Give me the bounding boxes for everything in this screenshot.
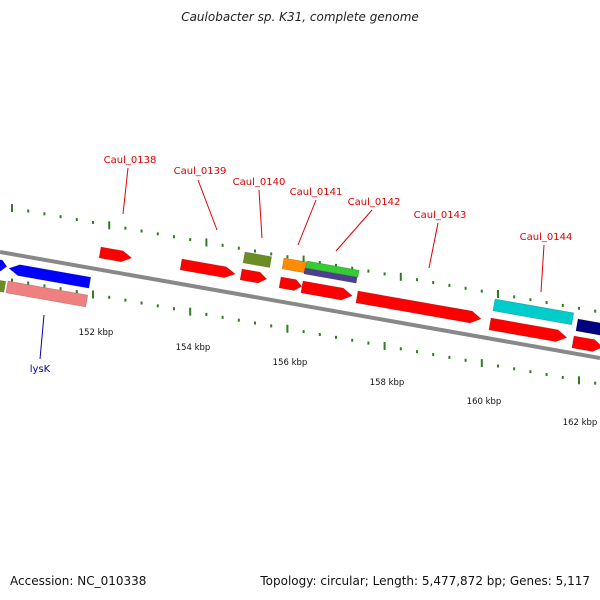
callout-caul-0144-leader xyxy=(540,244,545,293)
scale-labels: 152 kbp 154 kbp 156 kbp 158 kbp 160 kbp 162 k… xyxy=(79,328,598,428)
callout-caul-0138-leader xyxy=(122,167,129,215)
feature-lysk xyxy=(5,280,89,308)
gene-callouts: lysK Caul_0138 Caul_0139 Caul_0140 Caul_0141… xyxy=(30,155,573,375)
feature-blue-left-shape xyxy=(0,257,8,272)
feature-caul-0142-green-shape xyxy=(305,260,360,278)
feature-caul-0144 xyxy=(492,298,575,326)
feature-red-right-shape xyxy=(488,317,568,342)
feature-olive-left-shape xyxy=(0,278,7,293)
feature-red-edge xyxy=(571,335,600,352)
callout-caul-0141-leader xyxy=(297,199,317,246)
feature-red-small-2-shape xyxy=(278,276,303,291)
feature-lysk-shape xyxy=(5,280,89,308)
callout-caul-0142-leader xyxy=(335,209,373,252)
inner-tick-ring xyxy=(11,278,597,385)
callout-caul-0139-leader xyxy=(197,179,218,231)
feature-red-small-shape xyxy=(239,268,268,284)
feature-blue-lysk-neighbor xyxy=(8,264,92,289)
feature-navy-right xyxy=(575,318,600,337)
feature-caul-0142-purple-shape xyxy=(303,267,358,284)
scale-label: 154 kbp xyxy=(176,343,211,353)
accession-label: Accession: NC_010338 xyxy=(10,574,147,588)
feature-caul-0138 xyxy=(98,246,133,263)
feature-track xyxy=(0,246,600,352)
feature-caul-0139-shape xyxy=(179,258,236,278)
callout-lysk-leader xyxy=(39,314,45,360)
callout-caul-0140-leader xyxy=(258,189,263,239)
callout-caul-0140-label: Caul_0140 xyxy=(233,177,286,188)
scale-label: 156 kbp xyxy=(273,358,308,368)
feature-caul-0142-purple xyxy=(303,267,358,284)
genome-summary: Topology: circular; Length: 5,477,872 bp… xyxy=(260,574,590,588)
callout-caul-0143-label: Caul_0143 xyxy=(414,210,467,221)
feature-red-small-2 xyxy=(278,276,303,291)
feature-red-mid xyxy=(300,280,353,301)
feature-red-mid-shape xyxy=(300,280,353,301)
map-title: Caulobacter sp. K31, complete genome xyxy=(181,10,419,24)
callout-caul-0138-label: Caul_0138 xyxy=(104,155,157,166)
callout-caul-0142-label: Caul_0142 xyxy=(348,197,401,208)
feature-caul-0140-shape xyxy=(242,251,272,268)
feature-blue-left xyxy=(0,257,8,272)
feature-red-edge-shape xyxy=(571,335,600,352)
genome-backbone xyxy=(0,250,600,360)
feature-caul-0143-shape xyxy=(355,290,482,324)
feature-navy-right-shape xyxy=(575,318,600,337)
feature-caul-0140 xyxy=(242,251,272,268)
callout-caul-0141-label: Caul_0141 xyxy=(290,187,343,198)
feature-red-right xyxy=(488,317,568,342)
scale-label: 158 kbp xyxy=(370,378,405,388)
outer-tick-ring xyxy=(11,204,597,313)
callout-caul-0139-label: Caul_0139 xyxy=(174,166,227,177)
callout-caul-0143-leader xyxy=(428,222,439,269)
feature-caul-0143 xyxy=(355,290,482,324)
feature-caul-0142-green xyxy=(305,260,360,278)
feature-red-small xyxy=(239,268,268,284)
scale-label: 160 kbp xyxy=(467,397,502,407)
feature-caul-0138-shape xyxy=(98,246,133,263)
callout-lysk-label: lysK xyxy=(30,364,51,375)
feature-blue-lysk-neighbor-shape xyxy=(8,264,92,289)
callout-caul-0144-label: Caul_0144 xyxy=(520,232,573,243)
feature-caul-0139 xyxy=(179,258,236,278)
feature-olive-left xyxy=(0,278,7,293)
feature-caul-0144-shape xyxy=(492,298,575,326)
scale-label: 162 kbp xyxy=(563,418,598,428)
scale-label: 152 kbp xyxy=(79,328,114,338)
